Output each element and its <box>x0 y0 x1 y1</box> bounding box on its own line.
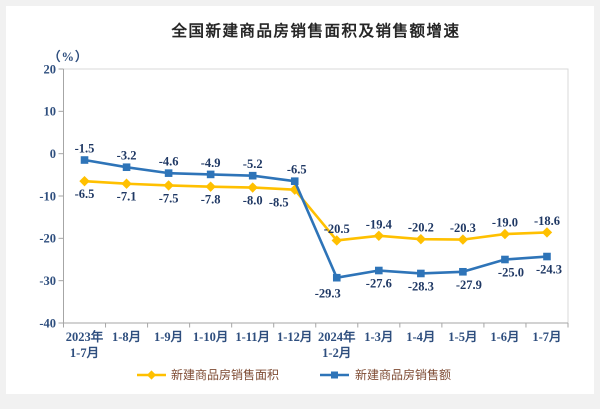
data-point-marker-diamond <box>373 230 385 241</box>
y-tick-label: -20 <box>39 232 56 246</box>
x-tick-label: 2024年 <box>318 329 356 344</box>
chart-canvas <box>6 6 594 394</box>
data-label: -20.3 <box>450 221 476 235</box>
data-point-marker-square <box>206 170 215 179</box>
legend-marker-square <box>331 371 338 379</box>
data-label: -24.3 <box>536 263 562 277</box>
x-tick-label: 1-7月 <box>532 330 561 344</box>
y-tick-label: 10 <box>44 105 57 119</box>
data-point-marker-diamond <box>499 228 511 240</box>
x-tick-label: 1-11月 <box>235 330 270 344</box>
data-point-marker-diamond <box>79 175 90 187</box>
data-label: -4.9 <box>201 156 221 170</box>
data-label: -7.8 <box>201 193 221 207</box>
data-point-marker-diamond <box>121 178 132 189</box>
data-label: -8.0 <box>243 194 263 208</box>
data-label: -6.5 <box>75 187 95 201</box>
data-label: -7.1 <box>117 190 137 204</box>
x-tick-label: 2023年 <box>66 329 104 344</box>
data-label: -20.5 <box>324 222 350 236</box>
data-point-marker-square <box>417 269 425 278</box>
plot-area <box>63 68 569 324</box>
series-line-sales-area <box>83 179 549 242</box>
data-label: -4.6 <box>159 155 179 169</box>
data-point-marker-square <box>543 252 551 261</box>
data-label: -29.3 <box>315 287 341 301</box>
data-label: -1.5 <box>75 142 95 156</box>
y-axis-unit-label: （%） <box>48 50 89 64</box>
data-label: -8.5 <box>269 196 289 210</box>
data-point-marker-diamond <box>163 180 174 191</box>
data-point-marker-diamond <box>541 227 553 238</box>
data-point-marker-square <box>164 169 173 177</box>
data-label: -6.5 <box>287 163 307 177</box>
data-point-marker-square <box>375 266 383 275</box>
data-label: -19.0 <box>492 216 518 230</box>
data-label: -27.6 <box>366 277 392 291</box>
data-point-marker-diamond <box>247 182 258 193</box>
data-label: -19.4 <box>366 217 393 231</box>
y-tick-label: 20 <box>44 62 57 76</box>
data-label: -7.5 <box>159 191 179 205</box>
legend-label-sales-amount: 新建商品房销售额 <box>355 367 451 382</box>
x-tick-label: 1-10月 <box>193 330 228 344</box>
x-tick-label: 1-7月 <box>70 346 99 360</box>
data-label: -25.0 <box>498 266 524 280</box>
data-point-marker-diamond <box>205 181 216 192</box>
data-point-marker-square <box>459 267 467 276</box>
data-label: -5.2 <box>243 157 263 171</box>
x-tick-label: 1-6月 <box>490 330 519 344</box>
data-label: -18.6 <box>534 214 560 228</box>
y-tick-label: -40 <box>39 316 56 330</box>
x-tick-label: 1-8月 <box>112 330 141 344</box>
data-label: -28.3 <box>408 279 434 293</box>
chart-title: 全国新建商品房销售面积及销售额增速 <box>171 23 461 40</box>
data-point-marker-square <box>501 255 509 264</box>
x-tick-label: 1-4月 <box>406 330 435 344</box>
x-tick-label: 1-12月 <box>277 330 312 344</box>
data-point-marker-diamond <box>457 234 469 245</box>
data-label: -20.2 <box>408 221 434 235</box>
x-tick-label: 1-5月 <box>448 330 477 344</box>
data-point-marker-square <box>80 156 89 164</box>
x-tick-label: 1-2月 <box>322 346 351 360</box>
data-point-marker-diamond <box>331 235 342 246</box>
data-label: -3.2 <box>117 149 137 163</box>
data-point-marker-square <box>332 273 341 282</box>
data-point-marker-square <box>248 171 257 180</box>
legend-label-sales-area: 新建商品房销售面积 <box>171 367 279 382</box>
data-point-marker-diamond <box>415 233 427 245</box>
series-line-sales-amount <box>83 158 549 280</box>
data-point-marker-square <box>290 177 299 185</box>
data-label: -27.9 <box>456 278 482 292</box>
data-point-marker-square <box>122 163 131 172</box>
legend-marker-diamond <box>146 370 157 380</box>
x-tick-label: 1-3月 <box>364 330 393 344</box>
y-tick-label: -10 <box>39 189 56 203</box>
x-tick-label: 1-9月 <box>154 330 183 344</box>
y-tick-label: 0 <box>50 147 56 161</box>
y-tick-label: -30 <box>39 274 56 288</box>
